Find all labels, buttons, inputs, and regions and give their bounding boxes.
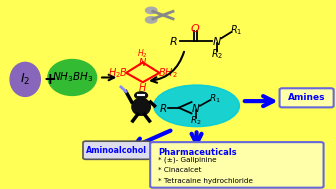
Text: * Cinacalcet: * Cinacalcet — [158, 167, 201, 173]
Text: $R_2$: $R_2$ — [211, 47, 223, 61]
Circle shape — [145, 7, 157, 14]
FancyBboxPatch shape — [280, 88, 334, 107]
Text: * (±)- Galipinine: * (±)- Galipinine — [158, 157, 216, 163]
FancyBboxPatch shape — [83, 141, 151, 159]
Circle shape — [145, 17, 157, 23]
Text: $H$: $H$ — [138, 81, 148, 93]
Text: $R_1$: $R_1$ — [230, 23, 242, 37]
Ellipse shape — [10, 62, 40, 96]
Text: $N$: $N$ — [138, 57, 147, 68]
Text: $R$: $R$ — [159, 102, 167, 114]
Text: $N$: $N$ — [191, 102, 201, 114]
Text: Amines: Amines — [288, 93, 325, 102]
FancyBboxPatch shape — [150, 142, 324, 188]
Text: $NH_3BH_3$: $NH_3BH_3$ — [51, 70, 93, 84]
Text: $H_2$: $H_2$ — [137, 48, 148, 60]
Text: * Tetracaine hydrochloride: * Tetracaine hydrochloride — [158, 178, 253, 184]
Text: Aminoalcohol: Aminoalcohol — [86, 146, 147, 155]
Text: $I_2$: $I_2$ — [20, 72, 30, 87]
Text: $R_2$: $R_2$ — [190, 115, 202, 127]
Text: $N$: $N$ — [212, 35, 222, 47]
Ellipse shape — [135, 92, 148, 99]
Text: $BH_2$: $BH_2$ — [158, 66, 178, 80]
Text: $R$: $R$ — [169, 35, 177, 47]
Text: $R_1$: $R_1$ — [209, 92, 221, 105]
Text: $O$: $O$ — [191, 22, 201, 34]
Text: Pharmaceuticals: Pharmaceuticals — [158, 148, 237, 157]
Ellipse shape — [48, 60, 97, 95]
Ellipse shape — [132, 98, 151, 115]
Ellipse shape — [154, 85, 239, 127]
Text: $H_2B$: $H_2B$ — [108, 66, 128, 80]
Text: +: + — [43, 72, 56, 87]
